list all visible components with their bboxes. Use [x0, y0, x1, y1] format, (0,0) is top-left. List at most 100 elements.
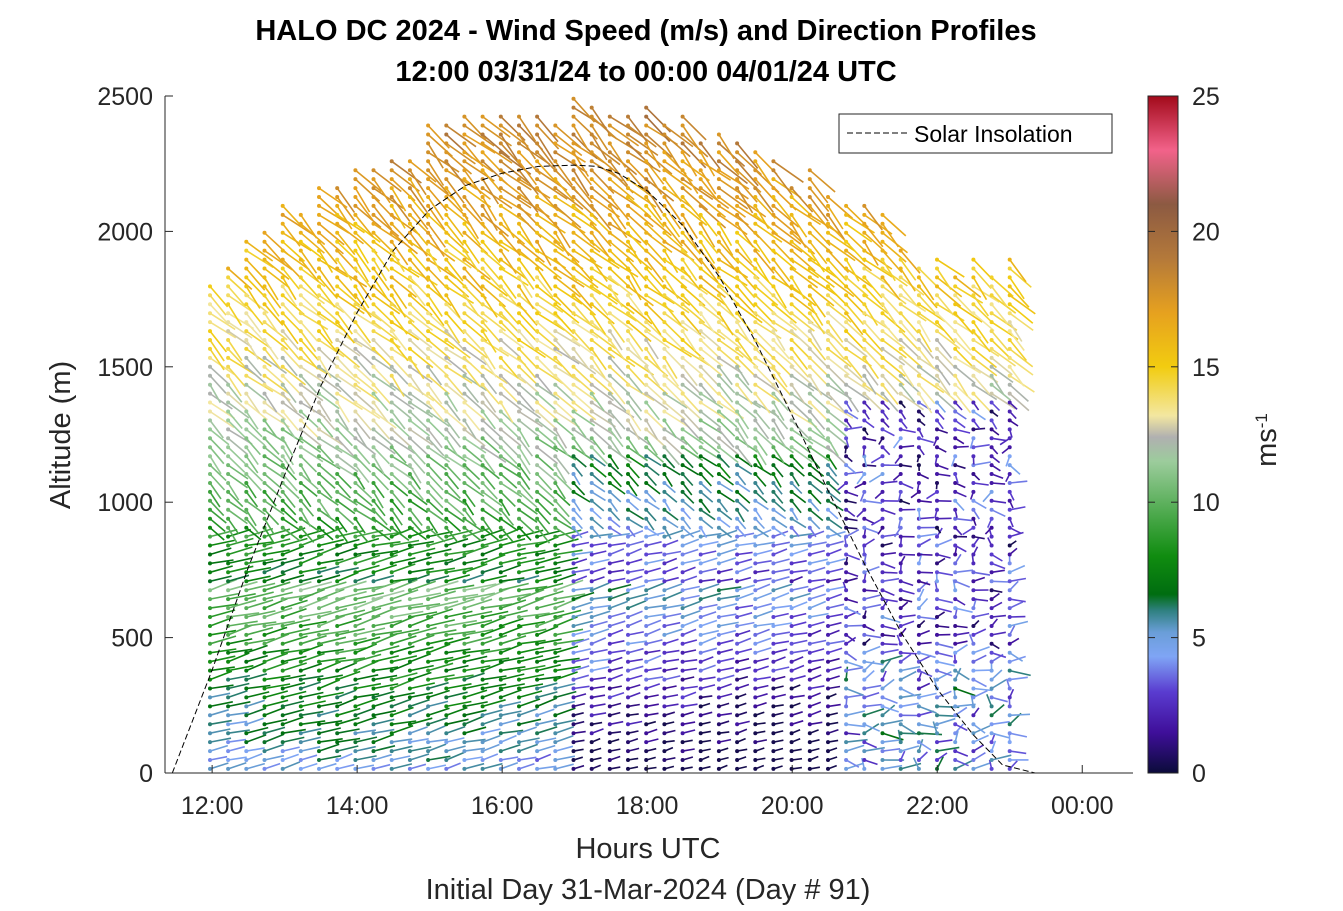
wind-barb-base [444, 758, 449, 762]
wind-barb [373, 606, 399, 618]
wind-barb-base [626, 364, 630, 369]
wind-barb-base [607, 391, 612, 396]
wind-barb-base [462, 311, 467, 316]
wind-barb-base [517, 677, 521, 682]
wind-barb-base [789, 427, 794, 432]
wind-barb [300, 596, 328, 609]
wind-barb [827, 303, 852, 323]
wind-barb [645, 384, 667, 403]
wind-barb-base [607, 463, 612, 468]
wind-barb [682, 703, 698, 708]
wind-barb-base [753, 302, 758, 307]
wind-barb [246, 691, 270, 699]
wind-barb [227, 393, 249, 412]
wind-barb [663, 214, 681, 238]
wind-barb-base [335, 498, 340, 503]
wind-barb [372, 303, 395, 325]
wind-barb-base [626, 284, 630, 289]
wind-barb [318, 446, 335, 464]
wind-barb-base [807, 713, 812, 718]
wind-barb-base [335, 436, 340, 441]
wind-barb [336, 661, 358, 672]
wind-barb-base [353, 597, 358, 602]
wind-barb-base [698, 677, 703, 682]
wind-barb [736, 491, 751, 504]
wind-barb-base [498, 507, 503, 512]
wind-barb [627, 509, 645, 521]
wind-barb [282, 736, 305, 743]
wind-barb-base [826, 427, 830, 432]
wind-barb [609, 628, 624, 636]
wind-barb-base [698, 436, 703, 441]
wind-barb [500, 617, 524, 627]
wind-barb [500, 366, 527, 384]
wind-barb-base [317, 355, 321, 360]
wind-barb-base [535, 579, 540, 584]
wind-barb [391, 473, 409, 491]
wind-barb [372, 419, 391, 440]
wind-barb-base [771, 338, 776, 342]
wind-barb [573, 638, 590, 645]
wind-barb-base [753, 311, 758, 316]
wind-barb-base [644, 749, 649, 754]
wind-barb-base [607, 624, 612, 628]
wind-barb-base [208, 749, 212, 754]
wind-barb [318, 527, 334, 541]
wind-barb [227, 330, 252, 348]
wind-barb-base [226, 409, 231, 414]
wind-barb-base [607, 525, 612, 530]
wind-barb [300, 529, 325, 538]
wind-barb [554, 223, 571, 249]
wind-barb-base [626, 668, 630, 673]
wind-barb-base [335, 203, 340, 208]
wind-barb [427, 339, 451, 360]
wind-barb-base [535, 695, 540, 700]
wind-barb-base [571, 230, 576, 235]
wind-barb-base [607, 695, 612, 700]
wind-barb-base [517, 346, 521, 351]
wind-barb-base [426, 749, 431, 754]
wind-barb-base [244, 445, 249, 450]
wind-barb [209, 547, 232, 556]
wind-barb [318, 258, 349, 278]
wind-barb [627, 575, 643, 583]
wind-barb [518, 473, 531, 490]
wind-barb-base [480, 230, 485, 235]
wind-barb-base [280, 427, 285, 432]
wind-barb [391, 258, 420, 278]
wind-barb-base [298, 400, 303, 405]
wind-barb-base [262, 624, 267, 628]
wind-barb [464, 592, 496, 600]
wind-barb [482, 303, 509, 322]
wind-barb [736, 321, 751, 343]
wind-barb-base [716, 427, 721, 432]
wind-barb-base [753, 489, 758, 494]
wind-barb-base [262, 713, 267, 718]
wind-barb [827, 357, 850, 376]
wind-barb-base [371, 338, 376, 342]
wind-barb [264, 464, 286, 480]
wind-barb [427, 276, 445, 300]
wind-barb-base [862, 758, 867, 762]
wind-barb-base [626, 293, 630, 298]
wind-barb [391, 357, 410, 378]
wind-barb [282, 437, 294, 457]
wind-barb [245, 276, 267, 299]
wind-barb-base [317, 552, 321, 557]
wind-barb [409, 592, 442, 600]
wind-barb [627, 619, 643, 627]
wind-barb-base [844, 695, 849, 700]
wind-barb-base [807, 230, 812, 235]
wind-barb-base [680, 195, 685, 199]
wind-barb [336, 330, 363, 348]
wind-barb-base [735, 740, 740, 745]
wind-barb-base [698, 516, 703, 521]
wind-barb [427, 738, 449, 743]
wind-barb [555, 763, 574, 770]
wind-barb-base [844, 266, 849, 271]
wind-barb-base [680, 373, 685, 378]
wind-barb-base [480, 195, 485, 199]
wind-barb-base [462, 436, 467, 441]
wind-barb-base [208, 427, 212, 432]
wind-barb [809, 482, 824, 494]
